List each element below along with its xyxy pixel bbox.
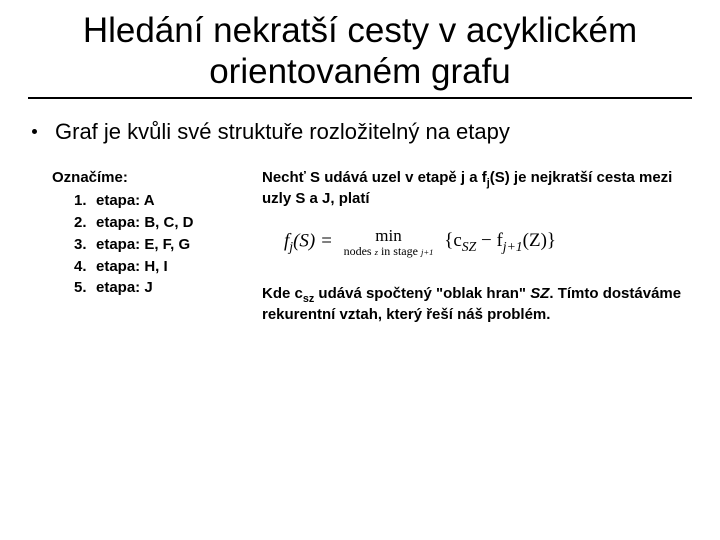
paragraph-2: Kde csz udává spočtený "oblak hran" SZ. … bbox=[262, 283, 692, 325]
p2-text-a: Kde c bbox=[262, 285, 303, 302]
bullet-item: Graf je kvůli své struktuře rozložitelný… bbox=[28, 119, 692, 145]
paragraph-1: Nechť S udává uzel v etapě j a fj(S) je … bbox=[262, 167, 692, 209]
min-under: nodes z in stage j+1 bbox=[344, 245, 434, 257]
title-line-2: orientovaném grafu bbox=[209, 52, 511, 91]
item-text: etapa: H, I bbox=[96, 256, 232, 278]
left-column: Označíme: 1. etapa: A 2. etapa: B, C, D … bbox=[52, 167, 232, 325]
min-label: min bbox=[344, 227, 434, 244]
slide-title: Hledání nekratší cesty v acyklickém orie… bbox=[28, 10, 692, 99]
min-operator: min nodes z in stage j+1 bbox=[344, 227, 434, 257]
p2-sub: sz bbox=[303, 293, 314, 305]
item-number: 4. bbox=[74, 256, 96, 278]
left-heading: Označíme: bbox=[52, 167, 232, 189]
p2-ital: SZ bbox=[530, 285, 549, 302]
p1-text-a: Nechť S udává uzel v etapě j a f bbox=[262, 169, 487, 186]
item-number: 5. bbox=[74, 277, 96, 299]
item-text: etapa: E, F, G bbox=[96, 234, 232, 256]
list-item: 1. etapa: A bbox=[74, 190, 232, 212]
list-item: 3. etapa: E, F, G bbox=[74, 234, 232, 256]
stage-list: 1. etapa: A 2. etapa: B, C, D 3. etapa: … bbox=[52, 190, 232, 299]
item-number: 1. bbox=[74, 190, 96, 212]
item-text: etapa: A bbox=[96, 190, 232, 212]
right-column: Nechť S udává uzel v etapě j a fj(S) je … bbox=[262, 167, 692, 325]
bullet-dot-icon bbox=[32, 129, 37, 134]
formula-rhs: {cSZ − fj+1(Z)} bbox=[444, 230, 556, 251]
item-text: etapa: J bbox=[96, 277, 232, 299]
content-columns: Označíme: 1. etapa: A 2. etapa: B, C, D … bbox=[28, 167, 692, 325]
item-text: etapa: B, C, D bbox=[96, 212, 232, 234]
item-number: 2. bbox=[74, 212, 96, 234]
list-item: 4. etapa: H, I bbox=[74, 256, 232, 278]
list-item: 5. etapa: J bbox=[74, 277, 232, 299]
formula: fj(S) = min nodes z in stage j+1 {cSZ − … bbox=[284, 227, 692, 257]
bullet-text: Graf je kvůli své struktuře rozložitelný… bbox=[55, 119, 510, 145]
list-item: 2. etapa: B, C, D bbox=[74, 212, 232, 234]
p2-text-b: udává spočtený "oblak hran" bbox=[314, 285, 530, 302]
item-number: 3. bbox=[74, 234, 96, 256]
title-line-1: Hledání nekratší cesty v acyklickém bbox=[83, 11, 637, 50]
